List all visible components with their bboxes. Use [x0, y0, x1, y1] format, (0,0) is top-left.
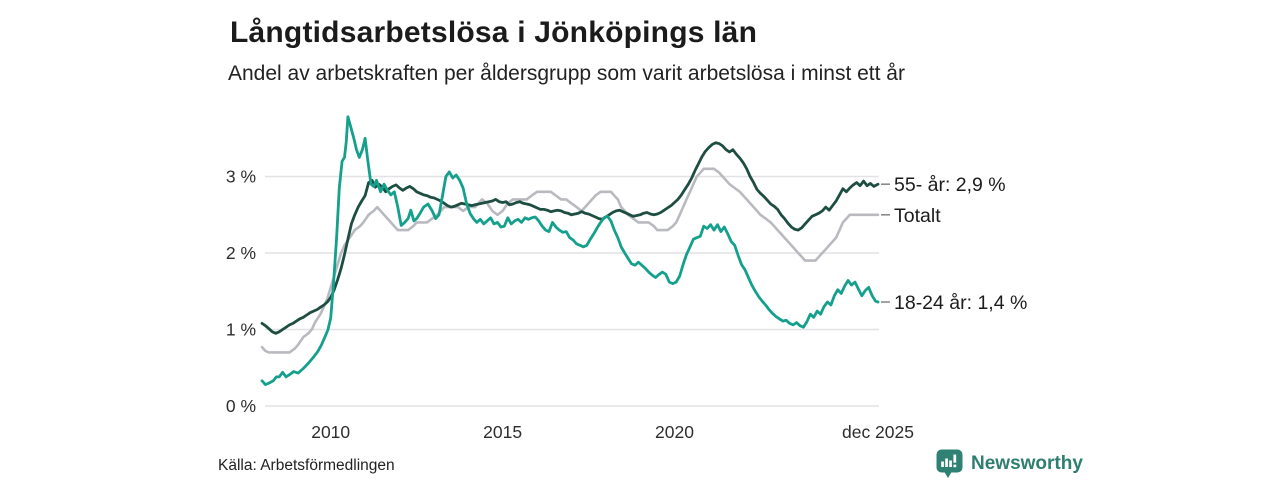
newsworthy-logo[interactable]: Newsworthy [936, 449, 1083, 479]
x-tick-label: 2010 [311, 422, 350, 442]
y-tick-label: 3 % [226, 167, 256, 187]
x-tick-label: 2020 [655, 422, 694, 442]
newsworthy-pin-icon [936, 449, 963, 478]
source-note: Källa: Arbetsförmedlingen [218, 457, 395, 474]
y-tick-label: 0 % [226, 396, 256, 416]
x-tick-label: dec 2025 [842, 422, 914, 442]
y-tick-label: 2 % [226, 243, 256, 263]
series-line-totalt [260, 167, 880, 354]
series-end-label-55-r: 55- år: 2,9 % [894, 174, 1006, 196]
y-tick-label: 1 % [226, 320, 256, 340]
x-tick-label: 2015 [483, 422, 522, 442]
series-line-55-r [260, 141, 880, 335]
series-line-18-24-r [260, 115, 880, 387]
newsworthy-wordmark: Newsworthy [971, 453, 1083, 474]
chart-subtitle: Andel av arbetskraften per åldersgrupp s… [228, 62, 905, 85]
series-end-label-18-24-r: 18-24 år: 1,4 % [894, 292, 1027, 314]
series-end-label-totalt: Totalt [894, 205, 941, 227]
chart-title: Långtidsarbetslösa i Jönköpings län [230, 16, 758, 49]
